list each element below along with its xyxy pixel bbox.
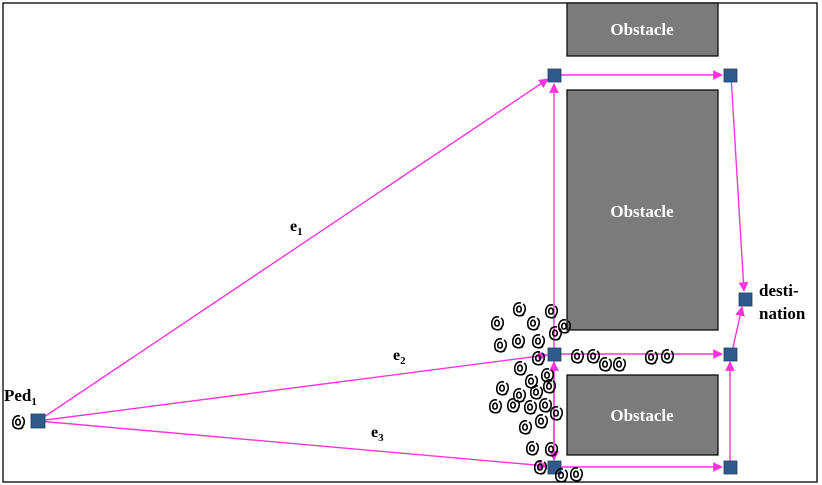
route-edges <box>37 70 749 472</box>
obstacle-top-label: Obstacle <box>610 20 674 39</box>
pedestrian-label-sub: 1 <box>31 396 37 408</box>
pedestrian-label: Ped1 <box>4 386 37 408</box>
edge-e2 <box>37 351 548 422</box>
edge-label-e1-main: e <box>290 218 297 235</box>
edge-label-e2-sub: 2 <box>400 355 406 367</box>
obstacle-top: Obstacle <box>566 2 719 57</box>
edge-label-e1-sub: 1 <box>297 226 303 238</box>
svg-text:e3: e3 <box>371 424 384 444</box>
node-bottom-right <box>723 460 738 475</box>
pedestrian-label-main: Ped <box>4 386 32 405</box>
node-destination <box>738 292 753 307</box>
edge-label-e2: e2 <box>393 347 406 367</box>
edge-right-middle-to-destination <box>731 306 745 353</box>
svg-text:Ped1: Ped1 <box>4 386 37 408</box>
edge-label-e3-sub: 3 <box>378 432 384 444</box>
obstacle-middle: Obstacle <box>566 89 719 331</box>
obstacle-bottom: Obstacle <box>566 374 719 456</box>
edge-label-e3: e3 <box>371 424 384 444</box>
node-bottom-left <box>547 460 562 475</box>
edge-label-e2-main: e <box>393 347 400 364</box>
edge-label-e3-main: e <box>371 424 378 441</box>
destination-label-line1: desti- <box>759 281 799 300</box>
edge-label-e1: e1 <box>290 218 303 238</box>
destination-label-line2: nation <box>759 304 806 323</box>
node-middle-right <box>723 347 738 362</box>
obstacle-bottom-label: Obstacle <box>610 406 674 425</box>
obstacle-middle-label: Obstacle <box>610 202 674 221</box>
svg-text:e1: e1 <box>290 218 303 238</box>
node-top-right <box>723 68 738 83</box>
edge-top-to-destination <box>730 75 749 292</box>
node-top-left <box>547 68 562 83</box>
node-middle-left <box>547 347 562 362</box>
edge-e1 <box>37 78 549 422</box>
edge-e3 <box>37 420 548 471</box>
svg-text:e2: e2 <box>393 347 406 367</box>
node-ped-start <box>30 413 46 429</box>
